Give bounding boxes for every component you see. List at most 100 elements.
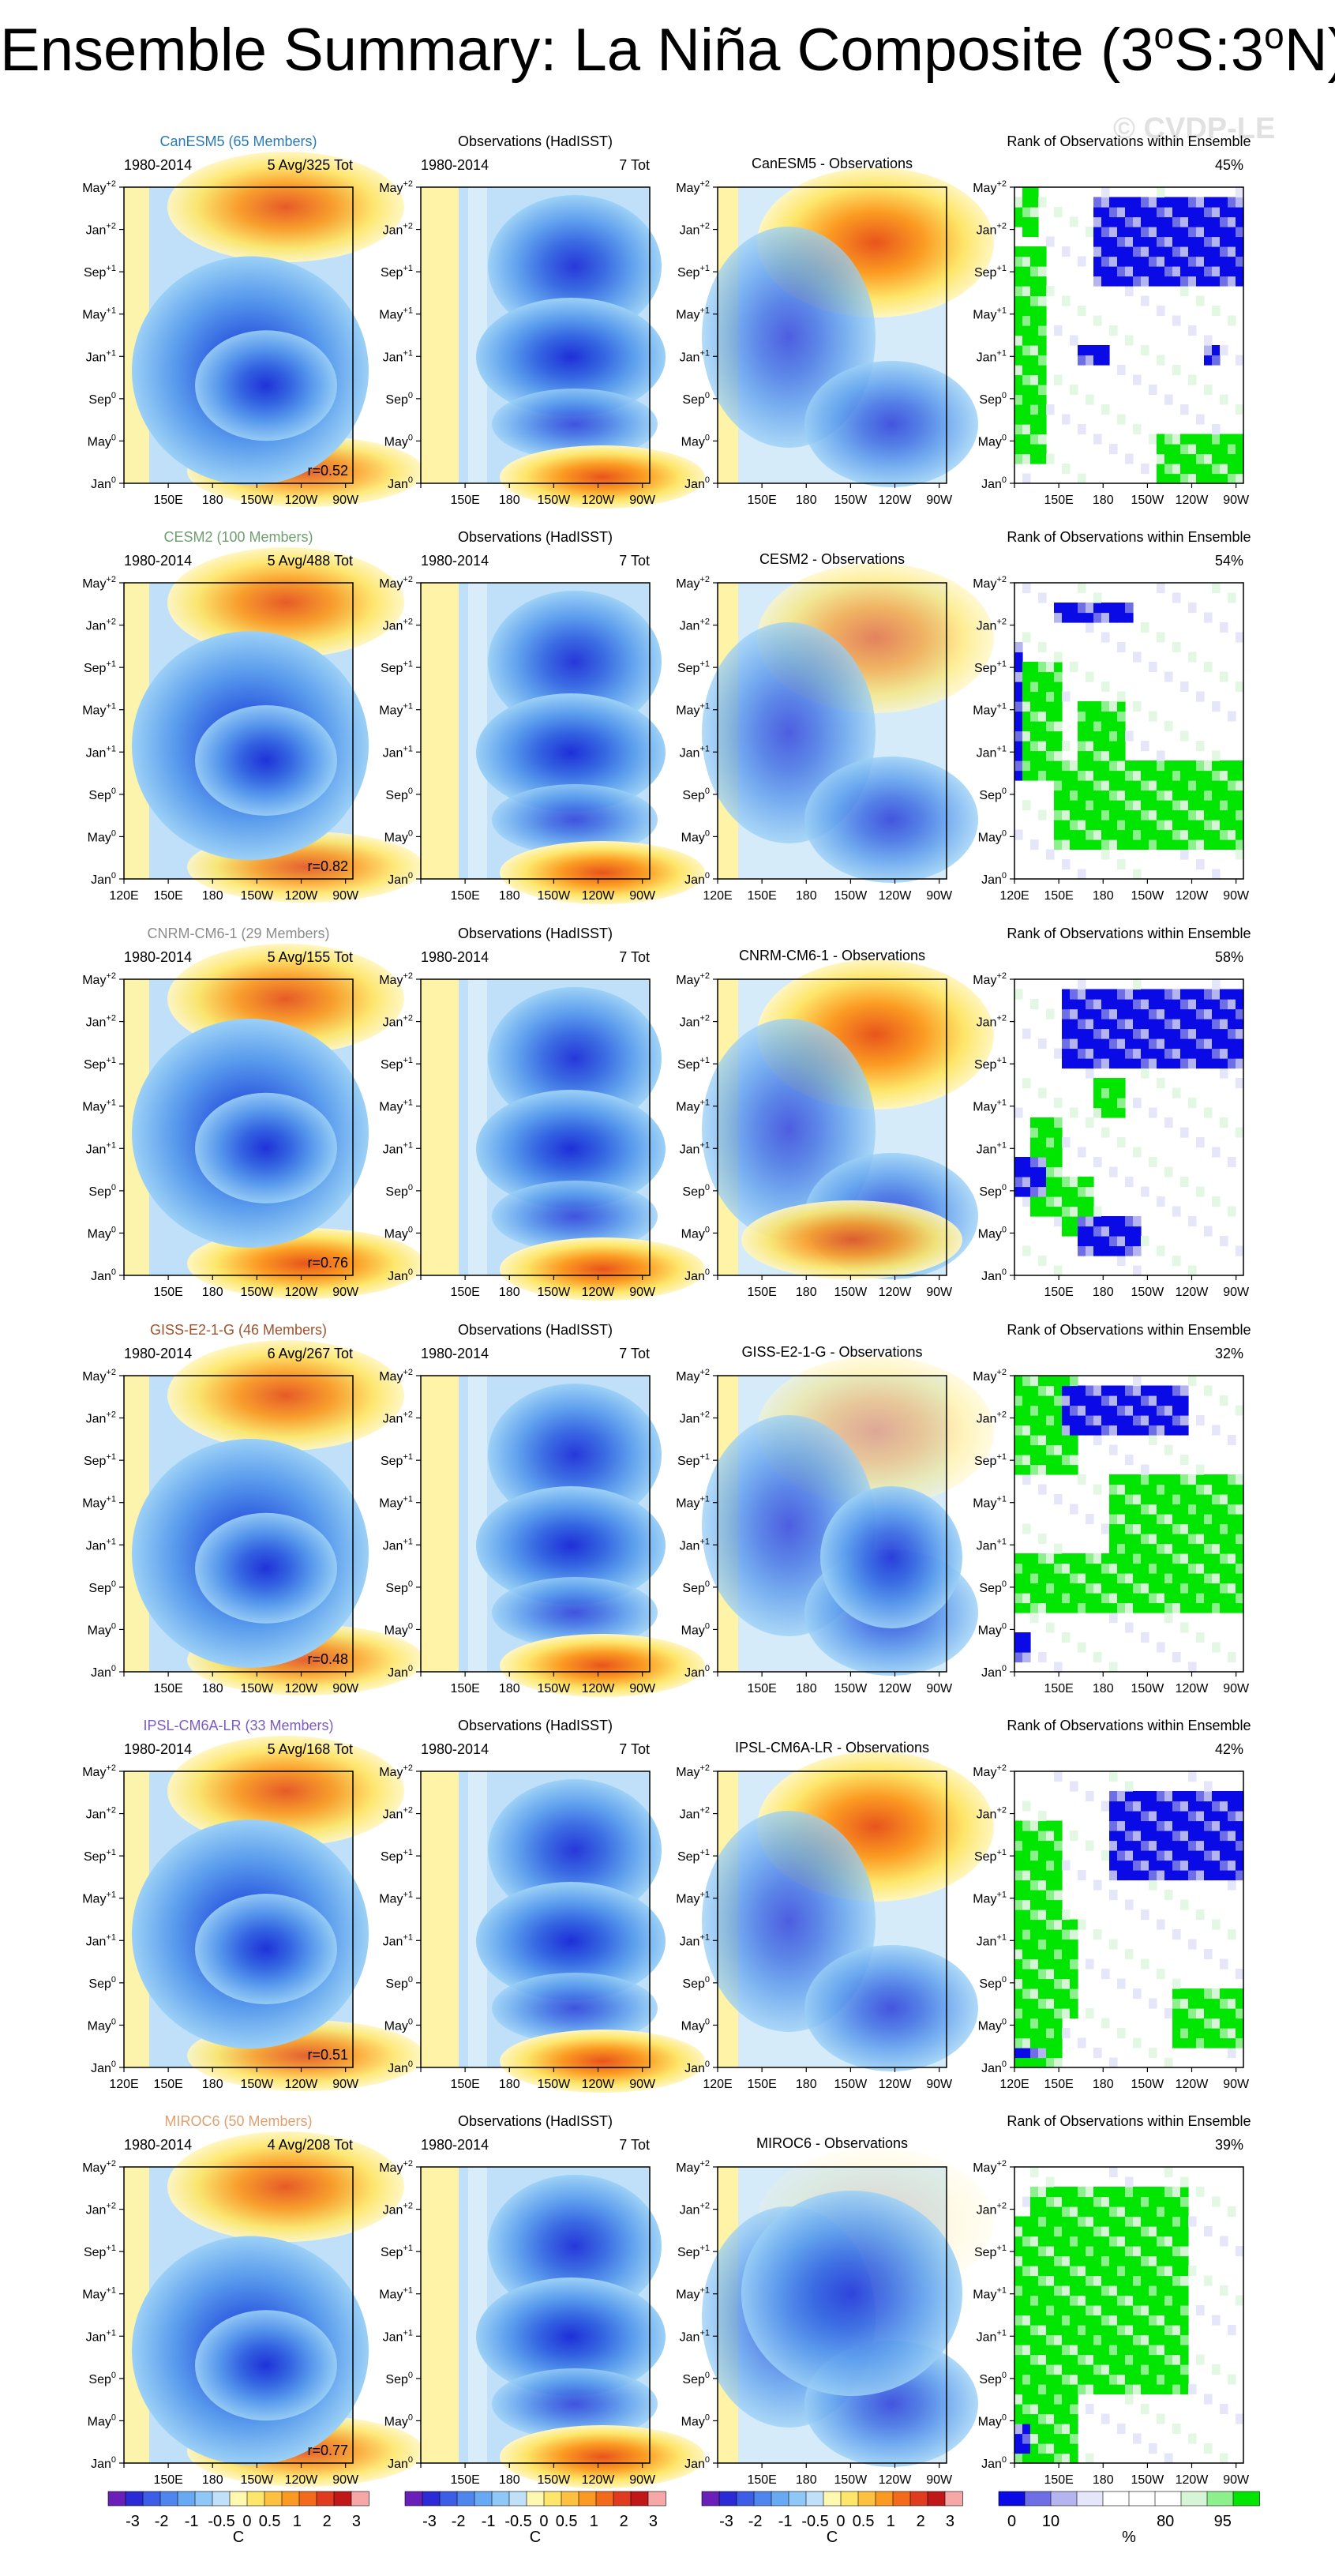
diff-panel-frame xyxy=(717,978,947,1276)
obs-panel-ytick-label: Sep+1 xyxy=(381,659,413,675)
model-panel-xtick-label: 120W xyxy=(285,1682,319,1695)
obs-panel-xtick-label: 120W xyxy=(582,2078,616,2091)
obs-period: 1980-2014 xyxy=(421,157,489,173)
sst-colorbar-diff-swatch xyxy=(753,2491,772,2507)
sst-colorbar-diff-swatch xyxy=(909,2491,928,2507)
model-count: 5 Avg/325 Tot xyxy=(268,157,353,173)
rank-panel-ytick-label: Jan+2 xyxy=(977,2202,1007,2217)
diff-panel-xtick-label: 180 xyxy=(796,2473,817,2487)
obs-panel-xtick-label: 180 xyxy=(499,494,520,507)
sst-colorbar-model-swatch xyxy=(229,2491,248,2507)
rank-panel-xtick-label: 90W xyxy=(1223,2473,1250,2487)
model-members-title: CESM2 (100 Members) xyxy=(163,529,313,545)
obs-panel-ytick-label: Sep0 xyxy=(385,1183,413,1199)
obs-panel-ytick-label: Jan0 xyxy=(388,871,413,887)
rank-panel-ytick-label: Jan+1 xyxy=(977,348,1007,364)
pattern-correlation: r=0.51 xyxy=(307,2047,348,2063)
rank-panel-ytick-label: May+1 xyxy=(973,1891,1007,1906)
model-panel-ytick-label: Sep0 xyxy=(88,391,116,407)
sst-colorbar-model-swatch xyxy=(177,2491,196,2507)
diff-panel-xtick-label: 150W xyxy=(834,494,868,507)
obs-panel-xtick-label: 120W xyxy=(582,2473,616,2487)
rank-panel-xtick-label: 120W xyxy=(1176,494,1209,507)
obs-panel-xtick-label: 120W xyxy=(582,494,616,507)
model-panel-ytick-label: May+2 xyxy=(82,1763,116,1779)
diff-panel-xtick-label: 90W xyxy=(926,494,953,507)
model-panel-xtick-label: 180 xyxy=(202,889,223,903)
rank-panel: Jan0 May0 Sep0 Jan+1 May+1 Sep+1 Jan+2 May+2 150… xyxy=(973,1322,1251,1695)
obs-panel-ytick-label: May+1 xyxy=(379,1495,413,1511)
sst-colorbar-obs-label: -2 xyxy=(452,2513,466,2530)
sst-colorbar-model-label: -1 xyxy=(185,2513,199,2530)
model-panel-ytick-label: Sep0 xyxy=(88,1579,116,1595)
model-panel-ytick-label: May+2 xyxy=(82,575,116,591)
model-panel-xtick-label: 150W xyxy=(240,1286,274,1299)
rank-panel-xtick-label: 180 xyxy=(1093,2078,1114,2091)
model-panel-xtick-label: 90W xyxy=(332,2078,359,2091)
diff-panel-xtick-label: 150E xyxy=(747,494,776,507)
rank-panel-xtick-label: 150E xyxy=(1044,494,1073,507)
rank-panel-ytick-label: May0 xyxy=(978,2017,1007,2033)
diff-panel-xtick-label: 180 xyxy=(796,494,817,507)
diff-panel-ytick-label: Jan+2 xyxy=(680,1806,710,1822)
obs-panel-xtick-label: 180 xyxy=(499,1286,520,1299)
sst-colorbar-obs-label: 3 xyxy=(649,2513,658,2530)
obs-panel-ytick-label: Jan+1 xyxy=(383,1537,413,1553)
row-giss-e2-1-g: Jan0 May0 Sep0 Jan+1 May+1 Sep+1 Jan+2 May+2 150… xyxy=(82,1322,1251,1697)
diff-panel-ytick-label: Jan0 xyxy=(684,1664,710,1680)
figure-title: Ensemble Summary: La Niña Composite (3oS… xyxy=(0,15,1335,84)
sst-colorbar-diff-swatch xyxy=(788,2491,807,2507)
model-panel-xtick-label: 150W xyxy=(240,1682,274,1695)
sst-colorbar-diff-swatch xyxy=(805,2491,824,2507)
rank-panel-ytick-label: Sep0 xyxy=(979,1183,1007,1199)
diff-panel-ytick-label: Jan+1 xyxy=(680,1140,710,1156)
rank-panel-xtick-label: 180 xyxy=(1093,1682,1114,1695)
sst-colorbar-model-unit: C xyxy=(233,2529,244,2546)
obs-panel-ytick-label: Sep0 xyxy=(385,391,413,407)
rank-panel-ytick-label: May+1 xyxy=(973,2286,1007,2302)
sst-colorbar-obs-swatch xyxy=(595,2491,614,2507)
rank-panel-ytick-label: Sep+1 xyxy=(974,659,1007,675)
sst-colorbar-diff-swatch xyxy=(701,2491,720,2507)
model-period: 1980-2014 xyxy=(124,1741,192,1757)
rank-panel-ytick-label: Sep+1 xyxy=(974,264,1007,280)
model-panel: Jan0 May0 Sep0 Jan+1 May+1 Sep+1 Jan+2 May+2 150… xyxy=(82,2113,424,2487)
rank-panel-ytick-label: Jan+1 xyxy=(977,744,1007,760)
obs-panel-xtick-label: 150E xyxy=(450,1286,479,1299)
obs-period: 1980-2014 xyxy=(421,949,489,965)
rank-panel-frame xyxy=(1014,2166,1244,2464)
rank-percent: 32% xyxy=(1215,1346,1243,1361)
diff-panel: Jan0 May0 Sep0 Jan+1 May+1 Sep+1 Jan+2 May+2 120… xyxy=(676,1740,994,2091)
sst-colorbar-diff-label: -1 xyxy=(778,2513,793,2530)
rank-panel-ytick-label: Sep+1 xyxy=(974,1452,1007,1468)
obs-panel-ytick-label: Sep0 xyxy=(385,1579,413,1595)
pattern-correlation: r=0.77 xyxy=(307,2443,348,2458)
sst-colorbar-diff-swatch xyxy=(875,2491,894,2507)
model-panel-ytick-label: Jan0 xyxy=(91,475,116,491)
rank-panel-xtick-label: 150W xyxy=(1131,2078,1164,2091)
sst-colorbar-model-label: -2 xyxy=(155,2513,169,2530)
rank-colorbar-unit: % xyxy=(1122,2529,1136,2546)
rank-panel: Jan0 May0 Sep0 Jan+1 May+1 Sep+1 Jan+2 May+2 150… xyxy=(973,2113,1251,2487)
model-panel-ytick-label: May+1 xyxy=(82,1495,116,1511)
diff-panel-xtick-label: 150W xyxy=(834,2078,868,2091)
diff-panel-xtick-label: 90W xyxy=(926,2078,953,2091)
diff-panel-ytick-label: Sep+1 xyxy=(677,1848,710,1864)
sst-colorbar-obs-swatch xyxy=(422,2491,441,2507)
rank-percent: 58% xyxy=(1215,949,1243,965)
rank-panel-xtick-label: 90W xyxy=(1223,2078,1250,2091)
obs-panel-frame xyxy=(420,2166,651,2464)
model-panel-ytick-label: May+2 xyxy=(82,2159,116,2175)
obs-panel-xtick-label: 90W xyxy=(629,1682,656,1695)
sst-colorbar-obs-swatch xyxy=(543,2491,562,2507)
diff-panel-ytick-label: Jan+2 xyxy=(680,222,710,238)
model-panel-ytick-label: Sep+1 xyxy=(84,1848,116,1864)
diff-panel-ytick-label: Jan0 xyxy=(684,475,710,491)
obs-title: Observations (HadISST) xyxy=(458,926,613,941)
sst-colorbar-obs-label: 2 xyxy=(620,2513,628,2530)
diff-panel-ytick-label: May+2 xyxy=(676,2159,710,2175)
rank-panel-ytick-label: Sep0 xyxy=(979,391,1007,407)
rank-panel-ytick-label: May0 xyxy=(978,828,1007,844)
obs-panel-ytick-label: Jan+2 xyxy=(383,2202,413,2217)
diff-panel: Jan0 May0 Sep0 Jan+1 May+1 Sep+1 Jan+2 May+2 120… xyxy=(676,551,994,903)
